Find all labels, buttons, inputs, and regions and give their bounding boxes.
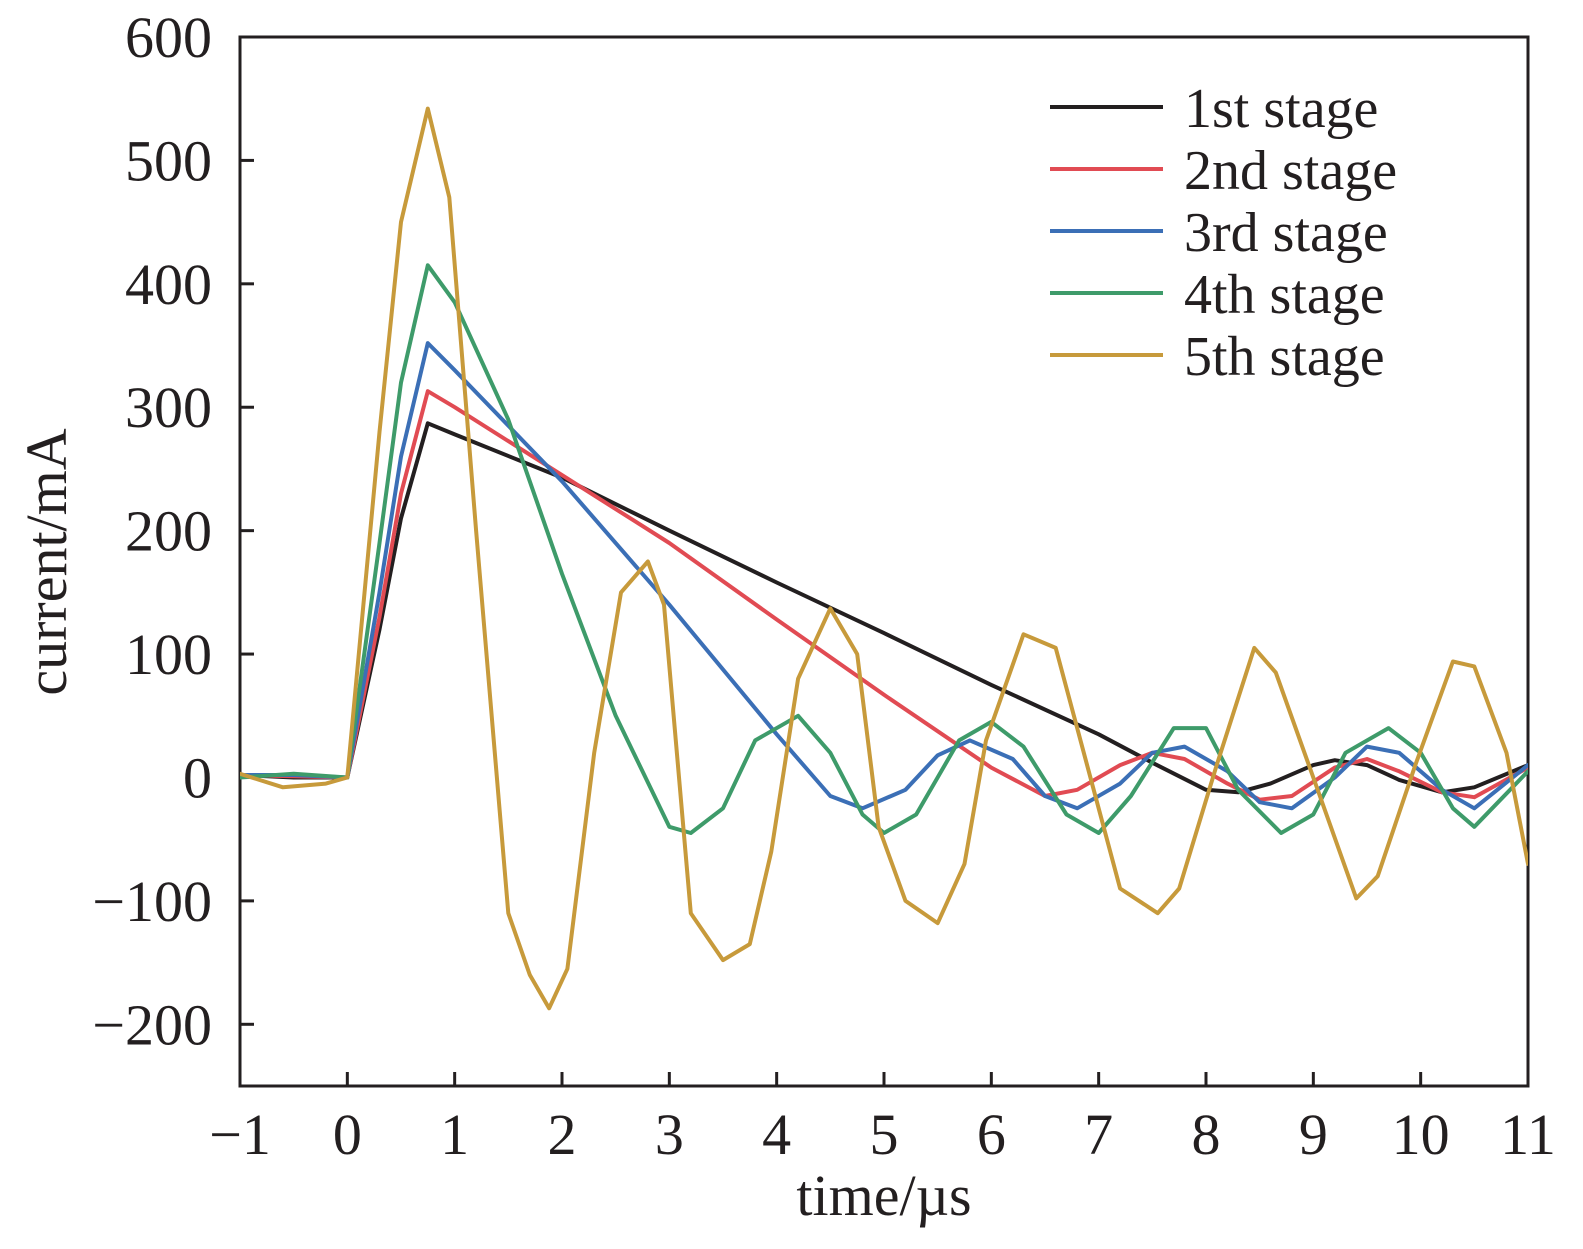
x-tick-label: 2 (548, 1102, 577, 1167)
x-tick-label: 10 (1392, 1102, 1450, 1167)
y-tick-label: 200 (125, 499, 212, 564)
y-axis: −200 −100 0 100 200 300 400 500 600 (92, 5, 254, 1057)
x-tick-label: 6 (977, 1102, 1006, 1167)
x-tick-label: 1 (440, 1102, 469, 1167)
y-tick-label: 0 (183, 745, 212, 810)
x-tick-label: 5 (870, 1102, 899, 1167)
y-tick-label: 300 (125, 375, 212, 440)
series-line-5 (240, 106, 1528, 1011)
legend-label: 4th stage (1184, 264, 1385, 326)
x-tick-label: 9 (1299, 1102, 1328, 1167)
y-tick-label: 500 (125, 128, 212, 193)
series-layer (240, 106, 1528, 1011)
x-tick-label: −1 (209, 1102, 271, 1167)
x-axis-title: time/µs (796, 1163, 971, 1228)
x-tick-label: 8 (1192, 1102, 1221, 1167)
y-tick-label: −100 (92, 869, 212, 934)
x-tick-label: 4 (762, 1102, 791, 1167)
legend-label: 2nd stage (1184, 140, 1397, 202)
legend-label: 1st stage (1184, 78, 1378, 140)
x-tick-label: 3 (655, 1102, 684, 1167)
y-tick-label: −200 (92, 992, 212, 1057)
series-line-2 (240, 389, 1528, 802)
x-tick-label: 11 (1500, 1102, 1556, 1167)
y-tick-label: 100 (125, 622, 212, 687)
y-tick-label: 600 (125, 5, 212, 70)
legend-label: 5th stage (1184, 326, 1385, 388)
y-axis-title: current/mA (14, 428, 79, 695)
series-line-3 (240, 341, 1528, 811)
x-tick-label: 7 (1084, 1102, 1113, 1167)
series-line-4 (240, 263, 1528, 835)
x-tick-label: 0 (333, 1102, 362, 1167)
y-tick-label: 400 (125, 252, 212, 317)
series-line-1 (240, 421, 1528, 795)
x-axis: −1 0 1 2 3 4 5 6 7 8 9 10 11 (209, 1072, 1556, 1167)
legend-label: 3rd stage (1184, 202, 1388, 264)
